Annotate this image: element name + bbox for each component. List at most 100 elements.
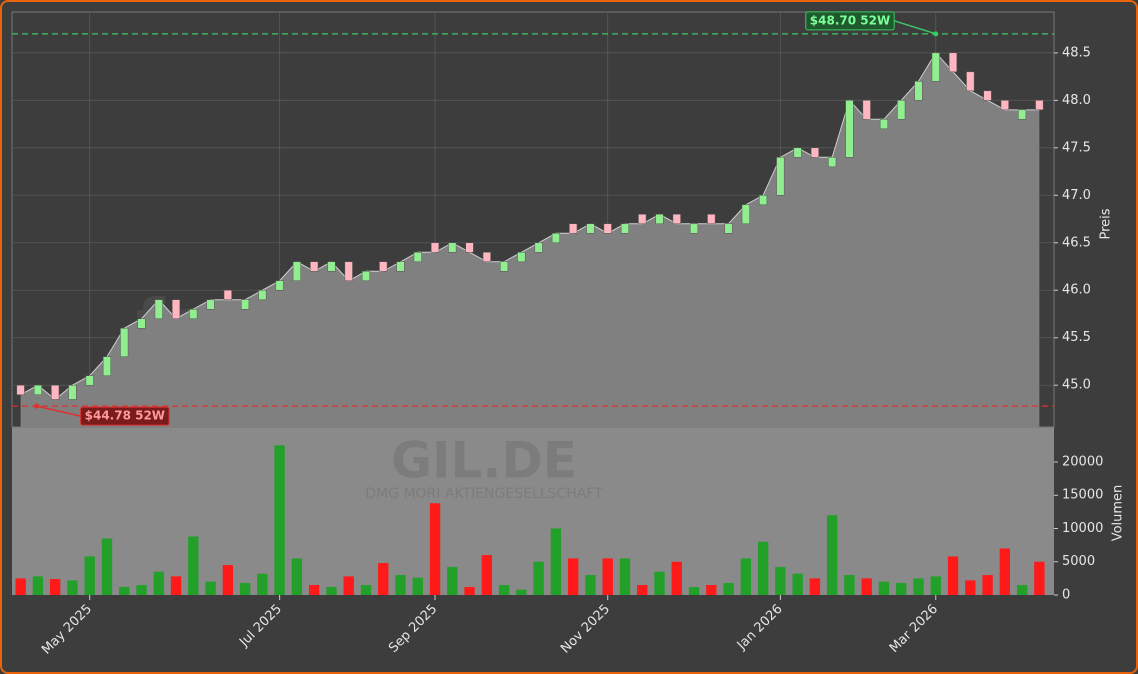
candle — [102, 356, 112, 376]
candle — [1000, 100, 1009, 111]
volume-bar — [826, 515, 838, 595]
y2-tick-label: 15000 — [1062, 488, 1103, 503]
volume-bar — [257, 573, 268, 595]
volume-bar — [412, 577, 423, 595]
candle — [292, 261, 301, 282]
y2-tick-label: 20000 — [1062, 454, 1103, 469]
annotation-arrow — [36, 405, 81, 417]
candle — [85, 375, 94, 386]
candle — [430, 242, 440, 253]
volume-bar — [930, 576, 941, 595]
x-tick-label: Jul 2025 — [236, 602, 285, 651]
candle — [828, 157, 837, 168]
candle — [638, 214, 647, 225]
y-tick-label: 48.5 — [1062, 45, 1091, 60]
candle — [862, 100, 871, 120]
x-tick-label: Sep 2025 — [386, 602, 440, 656]
volume-bar — [308, 585, 320, 595]
volume-bar — [706, 585, 717, 595]
volume-bar — [999, 548, 1011, 595]
candle — [189, 308, 198, 319]
candle — [258, 289, 267, 300]
volume-bar — [775, 567, 786, 595]
volume-bar — [222, 565, 234, 595]
annotation-tip — [933, 31, 939, 37]
x-tick-label: Mar 2026 — [887, 602, 941, 656]
candle — [275, 280, 284, 291]
candle — [914, 81, 923, 101]
candle — [310, 261, 319, 272]
volume-bar — [792, 573, 803, 595]
candle — [120, 327, 129, 357]
volume-bar — [15, 578, 26, 595]
x-tick-label: May 2025 — [39, 602, 95, 658]
candle — [379, 261, 388, 272]
candle — [759, 195, 768, 206]
volume-bar — [947, 556, 959, 595]
volume-bar — [136, 585, 147, 595]
volume-bar — [567, 558, 579, 595]
candle — [327, 261, 336, 272]
candle — [344, 261, 353, 282]
candle — [689, 223, 699, 234]
volume-bar — [688, 587, 700, 595]
candle — [361, 271, 371, 282]
candle — [724, 223, 733, 234]
volume-bar — [188, 536, 199, 595]
volume-bar — [516, 589, 527, 595]
volume-bar — [878, 581, 890, 595]
volume-bar — [913, 578, 924, 595]
candle — [776, 157, 785, 196]
y-tick-label: 47.0 — [1062, 188, 1091, 203]
volume-bar — [671, 561, 682, 595]
candle — [672, 214, 681, 225]
candle — [500, 261, 509, 272]
candle — [810, 147, 819, 158]
volume-bar — [32, 576, 44, 595]
volume-panel — [12, 427, 1054, 595]
candle — [569, 223, 578, 234]
volume-bar — [49, 579, 61, 595]
volume-bar — [861, 578, 872, 595]
candle — [482, 252, 491, 263]
volume-bar — [844, 575, 855, 595]
candle — [879, 119, 889, 130]
volume-bar — [619, 558, 631, 595]
volume-bar — [481, 555, 493, 595]
volume-bar — [464, 587, 475, 595]
candle — [1018, 109, 1027, 120]
volume-bar — [723, 583, 734, 595]
volume-bar — [498, 585, 510, 595]
volume-bar — [447, 567, 458, 595]
volume-bar — [343, 576, 354, 595]
volume-bar — [119, 587, 130, 595]
volume-bar — [1016, 585, 1028, 595]
candle — [137, 318, 146, 329]
volume-bar — [84, 556, 95, 595]
volume-bar — [429, 503, 441, 595]
volume-bar — [395, 575, 406, 595]
volume-bar — [153, 571, 164, 595]
candle — [517, 252, 526, 263]
y-axis-label: Preis — [1099, 208, 1114, 239]
volume-bar — [533, 561, 544, 595]
volume-bar — [239, 583, 251, 595]
candle — [897, 100, 906, 120]
volume-bar — [654, 571, 665, 595]
candle — [620, 223, 630, 234]
candle — [1035, 100, 1044, 111]
candle — [33, 384, 42, 395]
volume-bar — [326, 587, 337, 595]
candle — [741, 204, 750, 225]
volume-bar — [585, 575, 596, 595]
y-tick-label: 46.5 — [1062, 235, 1091, 250]
volume-bar — [1034, 561, 1045, 595]
candle — [586, 223, 595, 234]
candle — [448, 242, 457, 253]
candle — [241, 299, 250, 310]
candle — [845, 100, 854, 158]
y2-tick-label: 10000 — [1062, 521, 1103, 536]
volume-bar — [170, 576, 182, 595]
